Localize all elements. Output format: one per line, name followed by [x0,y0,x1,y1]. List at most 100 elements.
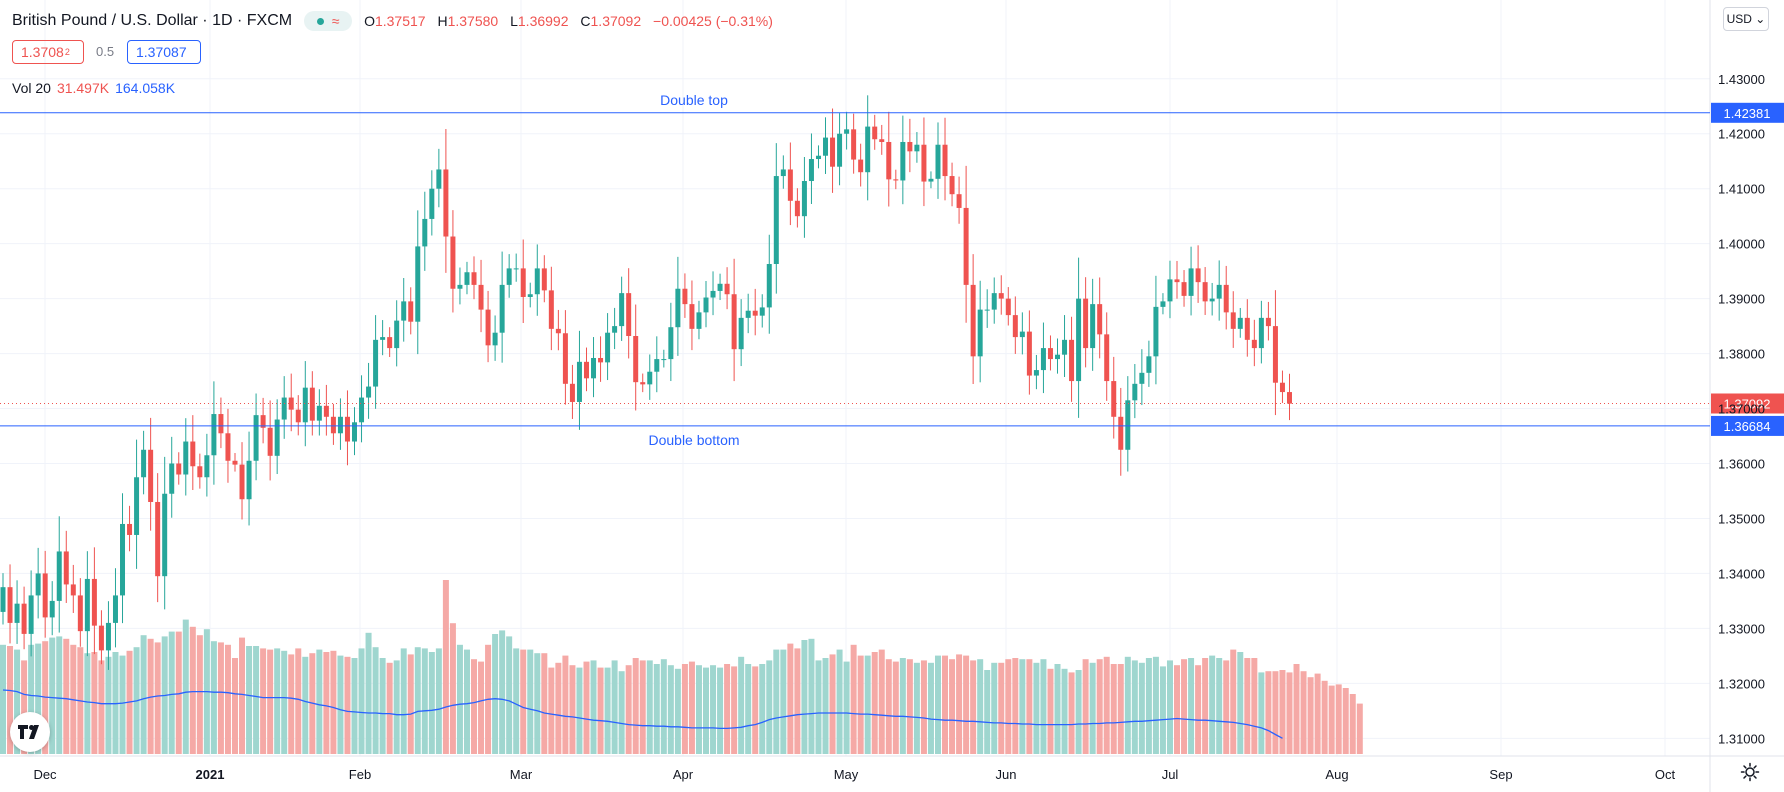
candle-body [1237,317,1243,329]
volume-bar [351,658,358,754]
x-tick-label: Jul [1162,767,1179,782]
tradingview-logo-icon[interactable] [10,712,50,752]
volume-bar [674,668,681,754]
sell-button[interactable]: 1.3708 2 [12,40,84,64]
volume-bar [35,643,42,754]
volume-bar [1068,672,1075,754]
candle-body [921,144,927,182]
candle-body [162,493,168,577]
candle-body [380,337,386,340]
buy-button[interactable]: 1.37087 [127,40,201,64]
candle-body [98,625,104,651]
volume-bar [1103,656,1110,754]
candle-body [541,268,547,291]
candle-body [1005,298,1011,316]
volume-bar [274,648,281,754]
volume-bar [1244,658,1251,754]
volume-bar [899,658,906,754]
volume-value: 31.497K [56,80,110,96]
volume-ma-value: 164.058K [115,80,176,96]
volume-bar [878,649,885,754]
candle-body [710,290,716,298]
volume-bar [815,660,822,754]
candle-body [654,359,660,372]
volume-bar [625,665,632,754]
candle-body [675,288,681,328]
annotation-label: Double top [660,92,728,108]
volume-bar [1209,655,1216,754]
volume-bar [611,660,618,754]
close-value: 1.37092 [590,13,642,29]
candle-body [316,405,322,421]
candle-body [401,301,407,321]
candle-body [302,387,308,423]
volume-bar [1075,670,1082,754]
candle-body [443,169,449,237]
candle-body [801,181,807,217]
candle-body [823,137,829,156]
x-tick-label: Mar [510,767,533,782]
volume-bar [632,658,639,754]
candle-body [225,433,231,461]
candle-body [935,144,941,179]
y-tick-label: 1.32000 [1718,676,1765,691]
volume-bar [196,635,203,754]
volume-bar [773,649,780,754]
volume-bar [337,655,344,754]
volume-bar [1314,673,1321,754]
volume-bar [548,667,555,754]
candle-body [1118,416,1124,450]
currency-button[interactable]: USD ⌄ [1723,7,1769,31]
open-label: O [364,13,375,29]
x-tick-label: Apr [673,767,694,782]
volume-bar [892,661,899,754]
volume-bar [1047,668,1054,754]
eye-toggle-icon[interactable]: ≈ [304,11,353,31]
candle-body [1230,312,1236,329]
candle-body [1160,301,1166,307]
spread-value: 0.5 [96,44,115,59]
volume-bar [562,655,569,754]
candle-body [1083,298,1089,349]
volume-bar [1019,659,1026,754]
volume-bar [1300,671,1307,754]
volume-bar [977,659,984,754]
candle-body [858,159,864,173]
x-tick-label: May [834,767,859,782]
candle-body [1188,268,1194,296]
candle-body [1216,284,1222,299]
volume-bar [14,649,21,754]
candle-body [274,419,280,456]
volume-bar [1335,684,1342,754]
annotation-label: Double bottom [648,432,739,448]
volume-bar [1026,659,1033,754]
y-tick-label: 1.33000 [1718,621,1765,636]
gear-icon[interactable] [1740,762,1760,782]
candle-body [492,332,498,346]
volume-bar [393,660,400,754]
volume-bar [1195,665,1202,754]
volume-bar [63,638,70,754]
candle-body [766,264,772,308]
x-tick-label: Dec [33,767,57,782]
volume-bar [1012,658,1019,754]
candle-body [991,293,997,310]
x-tick-label: Aug [1325,767,1348,782]
candle-body [1181,282,1187,296]
candle-body [865,126,871,173]
candle-body [1026,331,1032,376]
candle-body [780,169,786,177]
candle-body [1258,317,1264,349]
volume-bar [1356,703,1363,754]
candle-body [42,573,48,618]
volume-bar [1145,658,1152,754]
candle-body [907,141,913,152]
candle-body [647,371,653,385]
candle-body [513,268,519,270]
volume-bar [246,646,253,754]
symbol-title[interactable]: British Pound / U.S. Dollar · 1D · FXCM [12,12,293,29]
candle-body [1040,348,1046,371]
candle-body [731,294,737,350]
volume-bar [1251,658,1258,754]
